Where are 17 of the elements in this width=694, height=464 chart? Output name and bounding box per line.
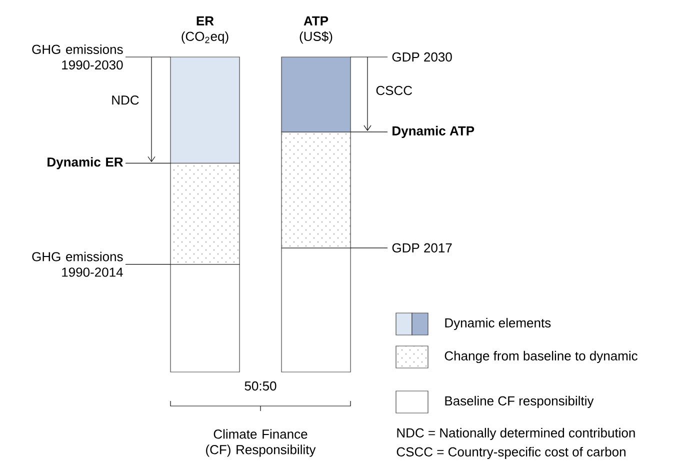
legend-label: Dynamic elements (445, 318, 551, 330)
x-tick-label: ER (CO$_{2}$eq) (182, 16, 228, 44)
text: CSCC = Country-specific cost of carbon (396, 446, 626, 460)
text: GDP 2017 (392, 243, 452, 252)
legend-label: Baseline CF responsibiltiy (445, 396, 594, 408)
text: CSCC (376, 86, 412, 96)
text: Dynamic ATP (392, 126, 474, 138)
text: GHG emissions 1990-2030 (32, 44, 123, 70)
text: GHG emissions 1990-2014 (32, 252, 123, 277)
text: NDC (112, 95, 139, 105)
legend-label: Change from baseline to dynamic (444, 350, 638, 364)
x-tick-label: ATP (US$) (300, 16, 332, 44)
text: Dynamic ER (48, 157, 124, 170)
text: GDP 2030 (392, 52, 452, 62)
text: Climate Finance (CF) Responsibility (206, 429, 316, 457)
text: NDC = Nationally determined contribution (397, 428, 635, 440)
text: 50:50 (244, 381, 276, 391)
